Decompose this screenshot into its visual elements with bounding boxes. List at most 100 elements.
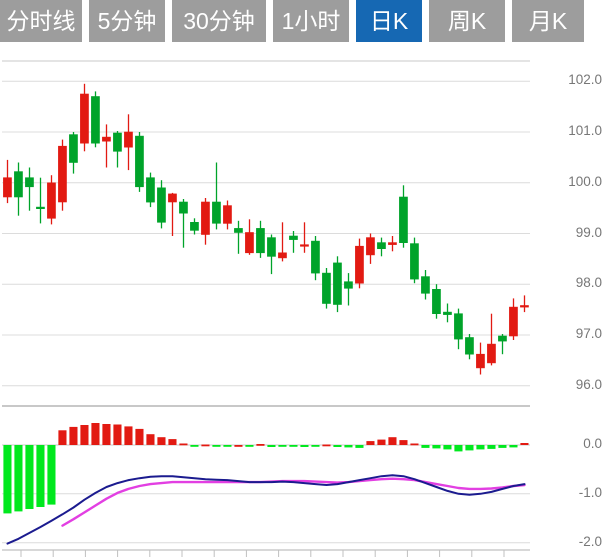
macd-histogram-bar [3,445,12,514]
candle-body [399,196,408,244]
candle-body [58,145,67,203]
candle-body [476,353,485,369]
macd-histogram-bar [333,445,342,447]
price-axis-label-1: 101.0 [568,123,602,139]
candle-body [234,228,243,233]
candle-body [410,243,419,280]
price-axis-label-3: 99.0 [575,224,602,240]
candle-body [201,201,210,235]
macd-histogram-bar [58,430,67,445]
macd-axis-label-1: -1.0 [578,484,602,500]
candle-body [465,337,474,355]
macd-histogram-bar [476,445,485,450]
price-axis-label-5: 97.0 [575,325,602,341]
macd-histogram-bar [289,445,298,447]
macd-histogram-bar [179,443,188,446]
macd-histogram-bar [267,445,276,447]
macd-histogram-bar [509,445,518,448]
candle-body [69,134,78,163]
candle-body [366,237,375,256]
macd-histogram-bar [102,424,111,445]
tab-period-5[interactable]: 周K [429,0,505,42]
macd-histogram-bar [47,445,56,505]
macd-histogram-bar [388,437,397,445]
macd-histogram-bar [311,445,320,447]
macd-histogram-bar [366,441,375,445]
macd-histogram-bar [355,445,364,448]
macd-histogram-bar [465,445,474,451]
macd-histogram-bar [91,423,100,445]
macd-histogram-bar [124,426,133,445]
tab-period-2[interactable]: 30分钟 [172,0,266,42]
tab-period-0[interactable]: 分时线 [0,0,82,42]
macd-histogram-bar [443,445,452,450]
candle-body [113,132,122,152]
candle-body [168,193,177,203]
candle-body [509,306,518,337]
candle-body [157,187,166,223]
candle-body [421,276,430,294]
candle-body [3,177,12,198]
price-axis-label-2: 100.0 [568,173,602,189]
tab-period-4[interactable]: 日K [356,0,422,42]
candle-body [388,242,397,245]
tab-period-1[interactable]: 5分钟 [89,0,165,42]
candle-body [135,135,144,188]
candle-body [47,182,56,219]
macd-histogram-bar [520,443,529,445]
candle-body [36,206,45,210]
macd-histogram-bar [14,445,23,512]
candle-body [267,237,276,257]
macd-histogram-bar [399,440,408,445]
candle-body [212,201,221,224]
macd-histogram-bar [410,443,419,446]
macd-histogram-bar [157,437,166,445]
candle-body [14,171,23,198]
candle-body [498,335,507,342]
macd-histogram-bar [377,439,386,445]
macd-histogram-bar [80,425,89,445]
candle-body [443,311,452,315]
macd-histogram-bar [201,444,210,447]
candle-body [223,205,232,224]
candle-body [520,305,529,308]
macd-histogram-bar [498,445,507,448]
macd-histogram-bar [432,445,441,449]
macd-histogram-bar [278,445,287,447]
candle-body [289,235,298,240]
candle-body [245,232,254,254]
price-axis-label-0: 102.0 [568,72,602,88]
macd-histogram-bar [234,445,243,447]
macd-histogram-bar [168,439,177,445]
chart-area[interactable]: 102.0 101.0 100.0 99.0 98.0 97.0 96.0 0.0 -1.0 -2… [0,55,604,559]
macd-histogram-bar [212,445,221,447]
macd-dif-line [6,474,526,545]
candle-body [146,177,155,203]
macd-histogram-bar [36,445,45,507]
candle-body [322,272,331,304]
macd-histogram-bar [344,445,353,448]
candle-body [256,228,265,254]
period-tab-bar: 分时线 5分钟 30分钟 1小时 日K 周K 月K [0,0,604,50]
macd-histogram-bar [454,445,463,452]
price-axis-label-4: 98.0 [575,275,602,291]
candle-body [487,343,496,364]
macd-axis-label-0: 0.0 [583,435,602,451]
candle-body [344,281,353,289]
macd-histogram-bar [146,434,155,445]
candle-body [333,262,342,305]
macd-histogram-bar [245,445,254,447]
price-axis-label-6: 96.0 [575,376,602,392]
candle-body [190,222,199,231]
candle-body [91,96,100,144]
candle-body [355,245,364,284]
macd-histogram-bar [25,445,34,509]
candle-body [377,242,386,250]
macd-histogram-bar [487,445,496,449]
macd-axis-label-2: -2.0 [578,533,602,549]
candle-body [179,201,188,214]
tab-period-3[interactable]: 1小时 [273,0,349,42]
candle-body [102,136,111,142]
candle-body [278,252,287,259]
tab-period-6[interactable]: 月K [512,0,584,42]
